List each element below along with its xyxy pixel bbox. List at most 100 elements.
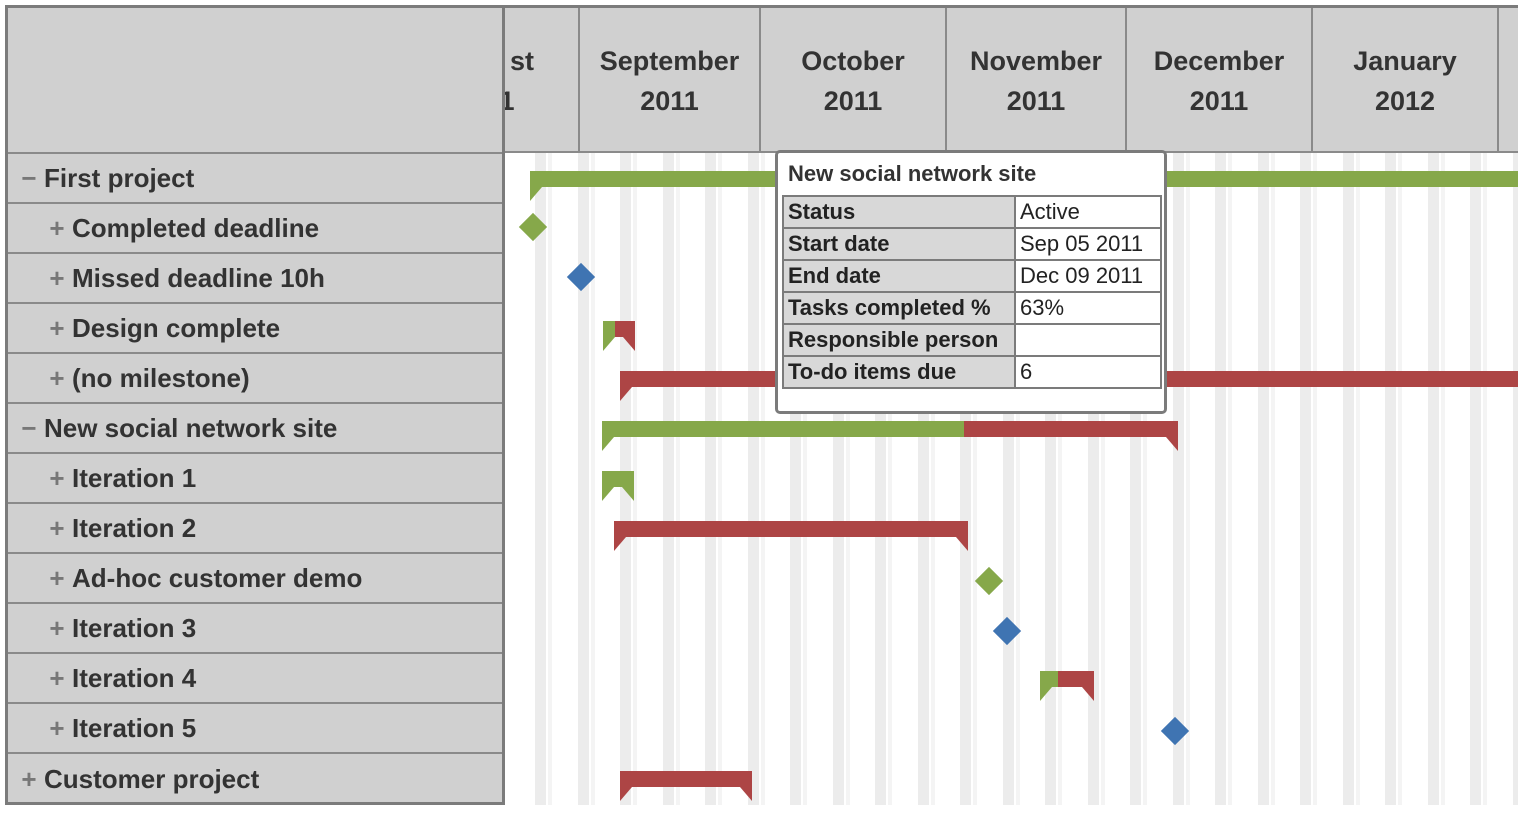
collapse-icon[interactable]: −	[21, 162, 37, 193]
expand-icon[interactable]: +	[49, 712, 65, 743]
task-row-first-project[interactable]: − First project	[8, 154, 502, 204]
task-row-no-milestone[interactable]: + (no milestone)	[8, 354, 502, 404]
month-year: 2011	[823, 86, 883, 116]
tooltip-value: Sep 05 2011	[1014, 227, 1162, 261]
task-label: Ad-hoc customer demo	[72, 562, 363, 593]
bar-cap-left	[602, 437, 614, 451]
expand-icon[interactable]: +	[49, 512, 65, 543]
weekend-stripe	[931, 153, 935, 805]
task-list-header	[8, 8, 502, 154]
task-label: Design complete	[72, 312, 281, 343]
month-year: 2012	[1374, 86, 1436, 116]
bar-design-complete-done[interactable]	[603, 321, 615, 337]
expand-icon[interactable]: +	[49, 462, 65, 493]
bar-design-complete-late[interactable]	[615, 321, 635, 337]
summary-bar-customer-project[interactable]	[620, 771, 752, 787]
expand-icon[interactable]: +	[49, 362, 65, 393]
weekend-stripe	[1016, 153, 1020, 805]
weekend-stripe	[1356, 153, 1360, 805]
bar-cap-left	[1040, 687, 1052, 701]
task-row-iteration-3[interactable]: + Iteration 3	[8, 604, 502, 654]
weekend-stripe	[1483, 153, 1487, 805]
weekend-stripe	[1343, 153, 1354, 805]
weekend-stripe	[1398, 153, 1402, 805]
weekend-stripe	[1385, 153, 1396, 805]
tooltip-row-status: Status Active	[782, 195, 1162, 229]
weekend-stripe	[803, 153, 807, 805]
expand-icon[interactable]: +	[49, 562, 65, 593]
tooltip-value	[1014, 323, 1162, 357]
weekend-stripe	[591, 153, 595, 805]
summary-bar-social-remaining[interactable]	[964, 421, 1178, 437]
weekend-stripe	[1470, 153, 1481, 805]
expand-icon[interactable]: +	[49, 662, 65, 693]
task-row-completed-deadline[interactable]: + Completed deadline	[8, 204, 502, 254]
month-header-october[interactable]: October 2011	[759, 8, 945, 151]
month-header-december[interactable]: December 2011	[1125, 8, 1311, 151]
task-row-iteration-1[interactable]: + Iteration 1	[8, 454, 502, 504]
collapse-icon[interactable]: −	[21, 412, 37, 443]
weekend-stripe	[1173, 153, 1184, 805]
task-row-ad-hoc-demo[interactable]: + Ad-hoc customer demo	[8, 554, 502, 604]
timeline-header: st 1 September 2011 October 2011 Novembe…	[505, 5, 1518, 153]
weekend-stripe	[718, 153, 722, 805]
bar-cap-left	[530, 187, 542, 201]
month-header-february	[1497, 8, 1518, 151]
task-label: Iteration 2	[72, 512, 197, 543]
month-header-august[interactable]: st 1	[505, 8, 579, 151]
tooltip-details-table: Status Active Start date Sep 05 2011 End…	[782, 195, 1162, 389]
bar-iteration-2[interactable]	[614, 521, 968, 537]
tooltip-key: Start date	[782, 227, 1016, 261]
bar-cap-right	[1082, 687, 1094, 701]
task-label: Customer project	[44, 763, 260, 794]
tooltip-value: Active	[1014, 195, 1162, 229]
month-header-november[interactable]: November 2011	[945, 8, 1125, 151]
task-row-iteration-2[interactable]: + Iteration 2	[8, 504, 502, 554]
weekend-stripe	[1003, 153, 1014, 805]
task-row-design-complete[interactable]: + Design complete	[8, 304, 502, 354]
weekend-stripe	[918, 153, 929, 805]
tooltip-key: Tasks completed %	[782, 291, 1016, 325]
tooltip-row-tasks-completed: Tasks completed % 63%	[782, 291, 1162, 325]
task-row-customer-project[interactable]: + Customer project	[8, 754, 502, 804]
weekend-stripe	[1313, 153, 1317, 805]
expand-icon[interactable]: +	[49, 212, 65, 243]
month-name: January	[1353, 46, 1457, 76]
task-label: Iteration 1	[72, 462, 197, 493]
task-list-panel: − First project + Completed deadline + M…	[5, 5, 505, 805]
month-header-september[interactable]: September 2011	[578, 8, 759, 151]
weekend-stripe	[578, 153, 589, 805]
bar-iteration-1[interactable]	[602, 471, 634, 487]
weekend-stripe	[1186, 153, 1190, 805]
weekend-stripe	[676, 153, 680, 805]
milestone-diamond-iteration-5[interactable]	[1160, 716, 1190, 746]
tooltip-row-todo-items: To-do items due 6	[782, 355, 1162, 389]
month-header-january[interactable]: January 2012	[1311, 8, 1497, 151]
bar-iteration-4-done[interactable]	[1040, 671, 1058, 687]
weekend-stripe	[1143, 153, 1147, 805]
weekend-stripe	[960, 153, 971, 805]
milestone-diamond-ad-hoc-demo[interactable]	[974, 566, 1004, 596]
summary-bar-social-done[interactable]	[602, 421, 964, 437]
tooltip-value: 6	[1014, 355, 1162, 389]
weekend-stripe	[633, 153, 637, 805]
task-tooltip: New social network site Status Active St…	[775, 150, 1167, 414]
month-year: 2011	[640, 86, 699, 116]
expand-icon[interactable]: +	[49, 312, 65, 343]
task-row-iteration-5[interactable]: + Iteration 5	[8, 704, 502, 754]
month-name: st	[509, 46, 534, 76]
task-row-missed-deadline[interactable]: + Missed deadline 10h	[8, 254, 502, 304]
task-row-social-network-site[interactable]: − New social network site	[8, 404, 502, 454]
expand-icon[interactable]: +	[49, 612, 65, 643]
expand-icon[interactable]: +	[49, 262, 65, 293]
expand-icon[interactable]: +	[21, 763, 37, 794]
bar-cap-right	[956, 537, 968, 551]
task-label: New social network site	[44, 412, 338, 443]
weekend-stripe	[888, 153, 892, 805]
bar-cap-right	[740, 787, 752, 801]
bar-iteration-4-late[interactable]	[1058, 671, 1094, 687]
weekend-stripe	[1088, 153, 1099, 805]
weekend-stripe	[1130, 153, 1141, 805]
weekend-stripe	[748, 153, 759, 805]
task-row-iteration-4[interactable]: + Iteration 4	[8, 654, 502, 704]
